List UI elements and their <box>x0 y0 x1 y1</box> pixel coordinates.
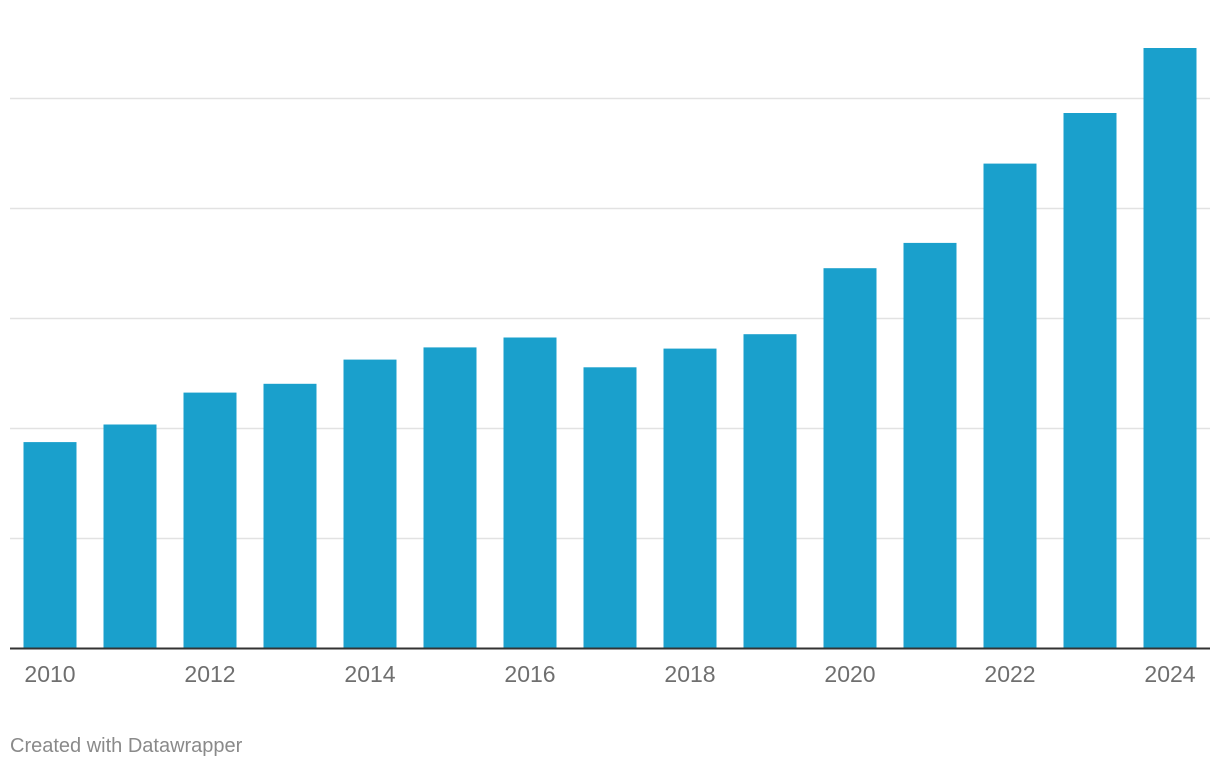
bar-2013 <box>263 383 317 648</box>
x-tick-label: 2018 <box>664 661 715 687</box>
bar-2020 <box>823 268 877 648</box>
bar-2021 <box>903 242 957 648</box>
x-tick-label: 2014 <box>344 661 395 687</box>
bar-2010 <box>23 442 77 648</box>
x-tick-label: 2016 <box>504 661 555 687</box>
bar-2011 <box>103 424 157 648</box>
credit-footer: Created with Datawrapper <box>10 735 243 757</box>
bar-2016 <box>503 337 557 648</box>
bar-2017 <box>583 367 637 648</box>
bar-2015 <box>423 347 477 648</box>
bar-2023 <box>1063 113 1117 648</box>
bar-2018 <box>663 348 717 648</box>
x-tick-label: 2010 <box>24 661 75 687</box>
bar-2012 <box>183 392 237 648</box>
bar-2019 <box>743 334 797 648</box>
x-tick-label: 2020 <box>824 661 875 687</box>
bar-2022 <box>983 163 1037 648</box>
x-axis-tick-labels: 2010 2012 2014 2016 2018 2020 2022 2024 <box>24 661 1195 687</box>
bar-2014 <box>343 359 397 648</box>
bars <box>23 48 1197 648</box>
bar-2024 <box>1143 48 1197 648</box>
x-tick-label: 2012 <box>184 661 235 687</box>
x-tick-label: 2022 <box>984 661 1035 687</box>
x-tick-label: 2024 <box>1144 661 1195 687</box>
